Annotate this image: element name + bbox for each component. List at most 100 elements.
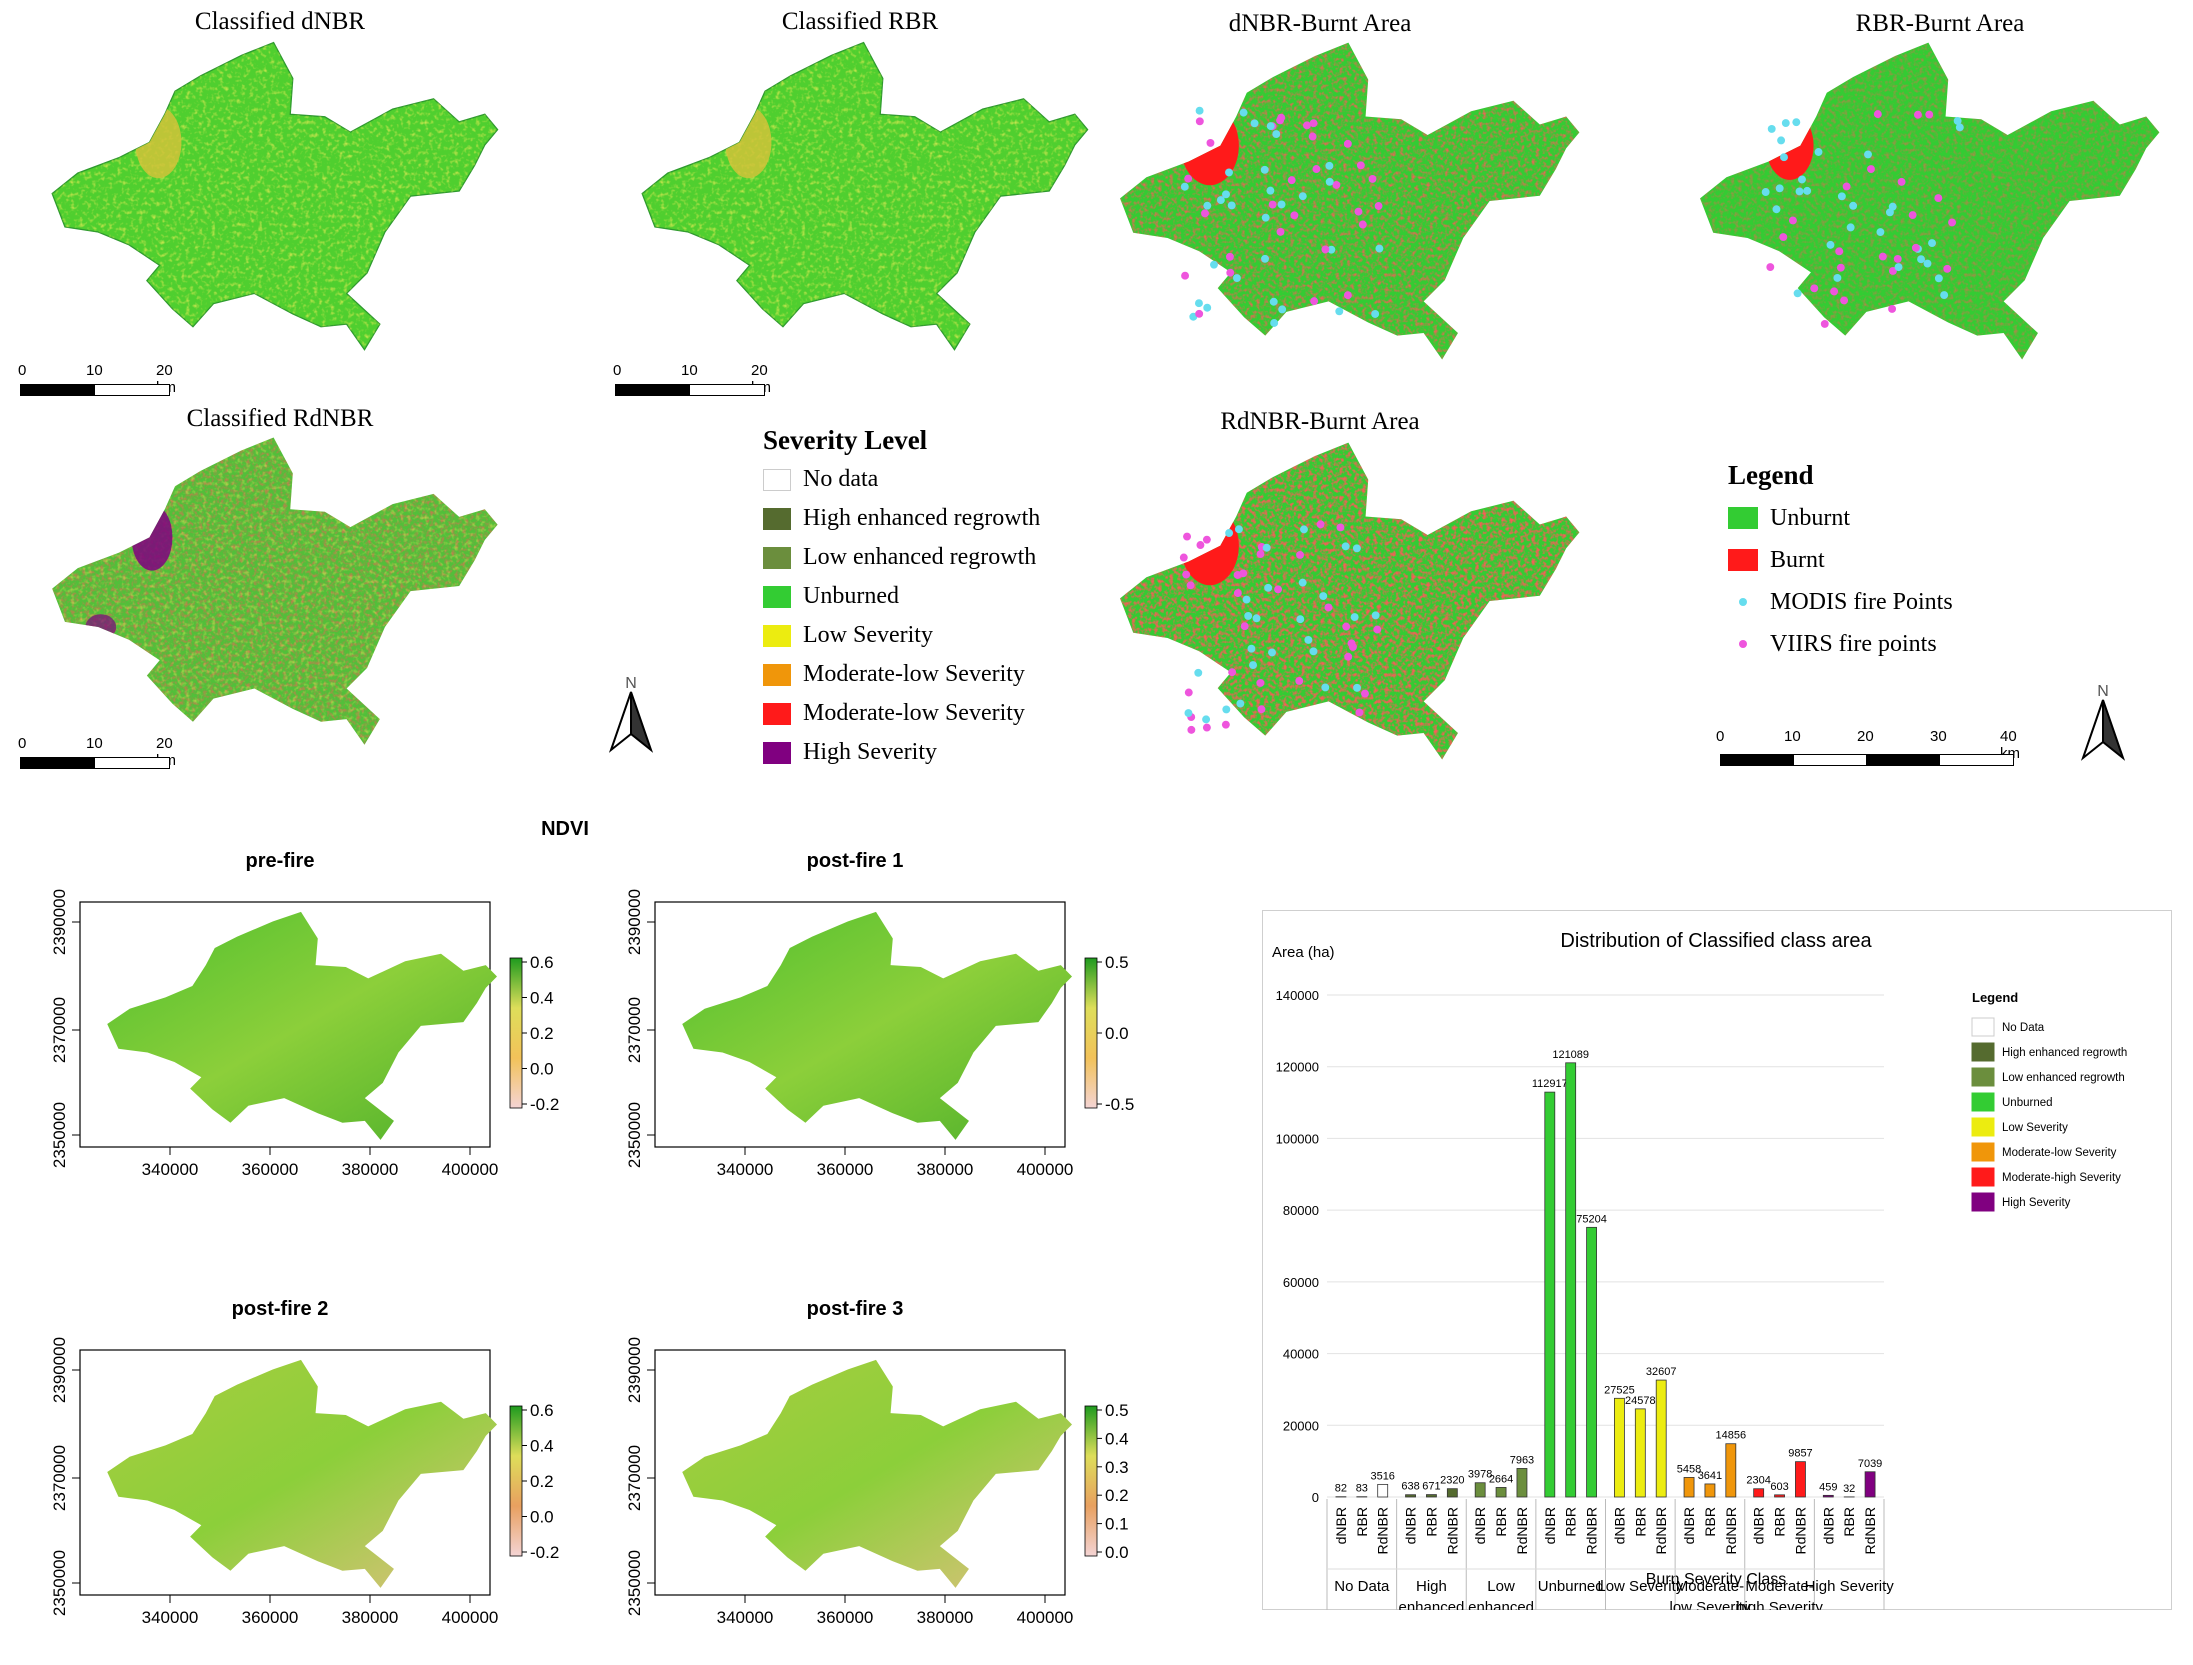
scalebar-3: 0 10 20 km: [18, 735, 176, 769]
fire-point: [1201, 209, 1209, 218]
fire-point: [1772, 205, 1781, 214]
index-label: RBR: [1841, 1507, 1857, 1537]
x-tick-label: 380000: [917, 1608, 974, 1627]
colorbar-label: 0.0: [1105, 1024, 1129, 1043]
data-label: 27525: [1604, 1384, 1635, 1396]
index-label: RBR: [1772, 1507, 1788, 1537]
fire-point: [1202, 723, 1211, 732]
fire-point: [1353, 683, 1361, 692]
fire-point: [1888, 202, 1897, 211]
index-label: RBR: [1702, 1507, 1718, 1537]
fire-point: [1321, 245, 1330, 254]
data-label: 14856: [1716, 1430, 1747, 1442]
category-label: Moderate-: [1676, 1578, 1744, 1595]
legend-label: High Severity: [2002, 1197, 2071, 1209]
fire-point: [1276, 116, 1285, 125]
bar: [1544, 1091, 1556, 1498]
bar: [1614, 1397, 1625, 1498]
ndvi-colorbar: [1084, 957, 1098, 1109]
category-label: No Data: [1334, 1578, 1390, 1595]
legend-label: High enhanced regrowth: [2002, 1047, 2127, 1059]
fire-point: [1195, 309, 1204, 318]
ndvi-panel: post-fire 1 2390000 2370000 2350000 340000 36…: [605, 850, 1145, 1195]
fire-point: [1296, 550, 1305, 559]
y-tick-label: 2390000: [50, 1337, 69, 1403]
chart-legend-title: Legend: [1972, 990, 2018, 1005]
fire-point: [1250, 119, 1259, 128]
legend-label: Unburnt: [1770, 504, 1850, 531]
legend-swatch: [1971, 1117, 1995, 1137]
data-label: 2320: [1440, 1475, 1464, 1487]
fire-point: [1194, 299, 1203, 308]
ndvi-panel-title: post-fire 2: [231, 1298, 329, 1320]
fire-point: [1780, 153, 1788, 162]
fire-point: [1233, 571, 1242, 579]
fire-point: [1925, 110, 1934, 119]
north-label: N: [2097, 683, 2109, 700]
fire-point: [1249, 661, 1258, 670]
map-title-dnbr: Classified dNBR: [194, 8, 366, 35]
fire-point: [1840, 296, 1849, 305]
bar: [1405, 1494, 1416, 1498]
fire-point: [1788, 216, 1797, 225]
fire-point: [1777, 136, 1786, 145]
ndvi-panel-title: post-fire 1: [806, 850, 904, 872]
severity-legend-item: Unburned: [763, 577, 1093, 616]
data-label: 3516: [1370, 1470, 1394, 1482]
fire-point: [1336, 523, 1345, 532]
legend-label: MODIS fire Points: [1770, 588, 1953, 615]
colorbar-label: 0.6: [530, 1401, 554, 1420]
fire-point: [1244, 611, 1253, 620]
fire-point: [1361, 689, 1369, 698]
fire-point-icon: [1739, 640, 1747, 648]
fire-point: [1332, 180, 1341, 189]
bar: [1565, 1062, 1577, 1498]
fire-point: [1908, 211, 1917, 220]
fire-point: [1352, 544, 1361, 553]
fire-point: [1761, 188, 1770, 196]
fire-point: [1354, 207, 1363, 216]
fire-point: [1830, 287, 1839, 296]
fire-point: [1184, 174, 1193, 183]
bar: [1516, 1468, 1528, 1498]
y-tick-label: 0: [1312, 1490, 1319, 1505]
fire-point: [1795, 187, 1804, 196]
severity-legend-title: Severity Level: [763, 425, 928, 455]
fire-point: [1296, 615, 1305, 624]
fire-point: [1371, 310, 1380, 318]
category-label: enhanced: [1468, 1599, 1534, 1610]
fire-point: [1826, 240, 1835, 249]
legend-label: Moderate-low Severity: [2002, 1147, 2117, 1159]
bar: [1495, 1487, 1507, 1498]
x-tick-label: 340000: [142, 1160, 199, 1179]
index-label: dNBR: [1542, 1507, 1558, 1544]
bar: [1795, 1461, 1806, 1498]
fire-point: [1325, 161, 1334, 170]
fire-point-icon: [1739, 598, 1747, 606]
map-title-rbr: Classified RBR: [781, 8, 939, 35]
legend-swatch: [1971, 1067, 1995, 1087]
fire-point: [1917, 255, 1926, 264]
classified-dnbr-map: [51, 41, 499, 351]
index-label: RdNBR: [1444, 1507, 1460, 1554]
bar: [1725, 1443, 1737, 1498]
scale-label: 20: [1857, 728, 1874, 745]
fire-point: [1864, 150, 1872, 159]
x-tick-label: 380000: [342, 1160, 399, 1179]
scalebar-1: 0 10 20 km: [18, 362, 176, 396]
fire-point: [1873, 110, 1882, 119]
burnt-legend-item: MODIS fire Points: [1728, 581, 2048, 623]
bar: [1586, 1226, 1597, 1498]
scale-label-0: 0: [18, 735, 27, 752]
data-label: 121089: [1552, 1049, 1589, 1061]
index-label: RBR: [1632, 1507, 1648, 1537]
data-label: 83: [1356, 1483, 1368, 1495]
bar: [1753, 1488, 1765, 1498]
legend-swatch: [763, 624, 791, 647]
ndvi-map: [107, 1359, 498, 1588]
scale-label-10: 10: [86, 362, 103, 379]
north-arrow-icon: N: [608, 675, 654, 753]
fire-point: [1798, 175, 1806, 184]
y-axis-label: Area (ha): [1272, 944, 1335, 961]
fire-point: [1867, 165, 1875, 174]
